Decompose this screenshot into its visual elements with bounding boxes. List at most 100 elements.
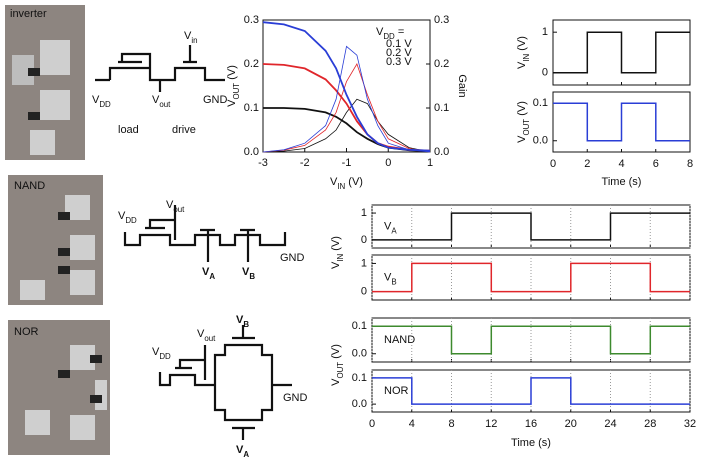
label: VB [242,266,255,281]
text-part: V [226,99,238,107]
text-part: V [236,444,244,456]
y-tick-label: 0.1 [244,102,259,114]
y-tick-label: 0.2 [244,58,259,70]
text-part: DD [125,216,137,225]
x-axis-label: Time (s) [602,176,642,188]
y-tick-label: 0.3 [244,14,259,26]
legend-entry: 0.2 V [386,47,412,59]
label: VA [202,266,215,281]
y-tick-label: 0.0 [352,398,367,410]
text-part: V [166,199,174,211]
text-part: A [209,272,215,281]
x-tick-label: 8 [687,158,693,170]
y-tick-label: 0.1 [352,372,367,384]
y2-tick-label: 0.3 [434,14,449,26]
y-axis-label: VOUT (V) [516,101,531,143]
signal-line [553,31,690,74]
text-part: V [202,266,210,278]
text-part: B [249,272,255,281]
x-tick-label: 1 [427,157,433,169]
x-tick-label: 6 [653,158,659,170]
text-part: V [152,94,160,106]
x-axis-label: VIN (V) [330,176,363,191]
text-part: V [330,261,342,269]
text-part: (V) [330,236,342,254]
text-part: IN [336,253,345,261]
text-part: OUT [336,362,345,379]
panel-label: NAND [384,334,415,346]
label: GND [283,392,308,404]
nand-schematic [123,205,287,262]
y-tick-label: 0.1 [533,97,548,109]
label: GND [203,94,228,106]
photo-label: NOR [14,326,39,338]
inverter-schematic [95,45,225,92]
label: Vout [166,199,185,214]
x-tick-label: 4 [409,418,415,430]
text-part: (V) [516,36,528,54]
label: drive [172,124,196,136]
y-tick-label: 0 [361,234,367,246]
x-tick-label: 12 [485,418,497,430]
y-axis-label: VIN (V) [516,36,531,69]
gain-line [262,45,431,153]
legend-entry: 0.3 V [386,56,412,68]
y-tick-label: 1 [361,257,367,269]
text-part: OUT [232,83,241,100]
y-axis-label: VOUT (V) [330,344,345,386]
nand-photo [8,175,103,305]
y-tick-label: 0.0 [244,146,259,158]
legend-entry: 0.1 V [386,38,412,50]
text-part: OUT [522,119,531,136]
text-part: (V) [345,176,363,188]
text-part: DD [99,100,111,109]
y-axis-label: VIN (V) [330,236,345,269]
panel-label: VA [384,220,397,235]
label: VDD [152,346,171,361]
x-tick-label: 2 [584,158,590,170]
x-tick-label: 0 [550,158,556,170]
text-part: V [92,94,100,106]
y-tick-label: 0.0 [352,348,367,360]
text-part: (V) [330,344,342,362]
x-tick-label: 8 [448,418,454,430]
gain-line [262,98,431,153]
y2-tick-label: 0.0 [434,146,449,158]
text-part: B [243,320,249,329]
panel-label: VB [384,271,397,286]
x-tick-label: 20 [565,418,577,430]
text-part: V [330,378,342,386]
text-part: IN [337,182,345,191]
y-axis-label: VOUT (V) [226,65,241,107]
text-part: = [395,26,404,38]
x-tick-label: 28 [644,418,656,430]
text-part: V [516,135,528,143]
label: VDD [92,94,111,109]
x-tick-label: 0 [385,157,391,169]
text-part: out [204,334,216,343]
signal-line [372,262,690,293]
inverter-photo [5,5,85,160]
text-part: out [159,100,171,109]
text-part: V [152,346,160,358]
label: VA [236,444,249,459]
y2-axis-label: Gain [456,74,468,97]
x-tick-label: 4 [618,158,624,170]
legend-title: VDD = [376,26,404,41]
text-part: IN [522,53,531,61]
label: Vout [197,328,216,343]
text-part: V [516,61,528,69]
signal-line [372,377,690,405]
vout-line [262,21,431,152]
y-tick-label: 1 [542,26,548,38]
label: load [118,124,139,136]
text-part: V [330,176,338,188]
panel-label: NOR [384,385,409,397]
label: VDD [118,210,137,225]
text-part: V [236,314,244,326]
y2-tick-label: 0.1 [434,102,449,114]
text-part: V [118,210,126,222]
label: Vin [184,30,198,45]
x-tick-label: 32 [684,418,696,430]
y-tick-label: 0.1 [352,320,367,332]
